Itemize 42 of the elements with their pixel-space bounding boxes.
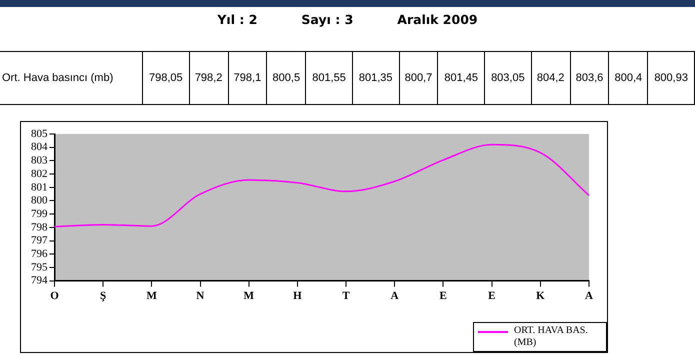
text: 801,45 bbox=[438, 52, 485, 104]
x-tick-label: O bbox=[50, 290, 60, 302]
y-tick-label: 797 bbox=[31, 234, 48, 247]
text: 798,1 bbox=[228, 52, 267, 104]
x-tick-label: N bbox=[196, 290, 204, 302]
y-tick-label: 801 bbox=[31, 181, 48, 194]
text: 804,2 bbox=[531, 52, 570, 104]
x-tick-label: Ş bbox=[100, 290, 106, 302]
text: 800,4 bbox=[608, 52, 648, 104]
y-tick-label: 805 bbox=[31, 128, 48, 140]
y-tick-label: 795 bbox=[31, 261, 48, 274]
text: Ort. Hava basıncı (mb) bbox=[0, 52, 142, 104]
text: 798,2 bbox=[189, 52, 228, 104]
text: 803,05 bbox=[484, 52, 532, 104]
y-tick-label: 796 bbox=[31, 248, 48, 260]
text: Aralık 2009 bbox=[397, 12, 478, 27]
legend-label: ORT. HAVA BAS. (MB) bbox=[514, 325, 589, 349]
x-tick-label: H bbox=[293, 290, 302, 302]
x-tick-label: M bbox=[244, 290, 255, 302]
y-tick-label: 799 bbox=[31, 208, 48, 220]
y-tick-label: 802 bbox=[31, 168, 48, 180]
text: 798,05 bbox=[142, 52, 190, 104]
y-tick-label: 798 bbox=[31, 221, 48, 234]
x-tick-label: E bbox=[488, 290, 496, 302]
x-tick-label: A bbox=[390, 290, 399, 302]
text: 801,35 bbox=[352, 52, 400, 104]
x-tick-label: E bbox=[440, 290, 447, 302]
text: 800,93 bbox=[648, 52, 694, 104]
x-tick-label: T bbox=[342, 290, 350, 302]
text: 800,7 bbox=[399, 52, 438, 104]
text: 800,5 bbox=[266, 52, 306, 104]
y-tick-label: 804 bbox=[31, 141, 48, 154]
y-tick-label: 800 bbox=[31, 194, 48, 207]
x-tick-label: K bbox=[536, 290, 546, 302]
text: Sayı : 3 bbox=[301, 12, 354, 27]
text: 801,55 bbox=[306, 52, 352, 104]
x-tick-label: M bbox=[146, 290, 158, 302]
x-tick-label: A bbox=[585, 290, 594, 302]
text: 803,6 bbox=[570, 52, 609, 104]
y-tick-label: 794 bbox=[31, 274, 48, 287]
y-tick-label: 803 bbox=[31, 154, 48, 167]
text: Yıl : 2 bbox=[217, 12, 258, 27]
